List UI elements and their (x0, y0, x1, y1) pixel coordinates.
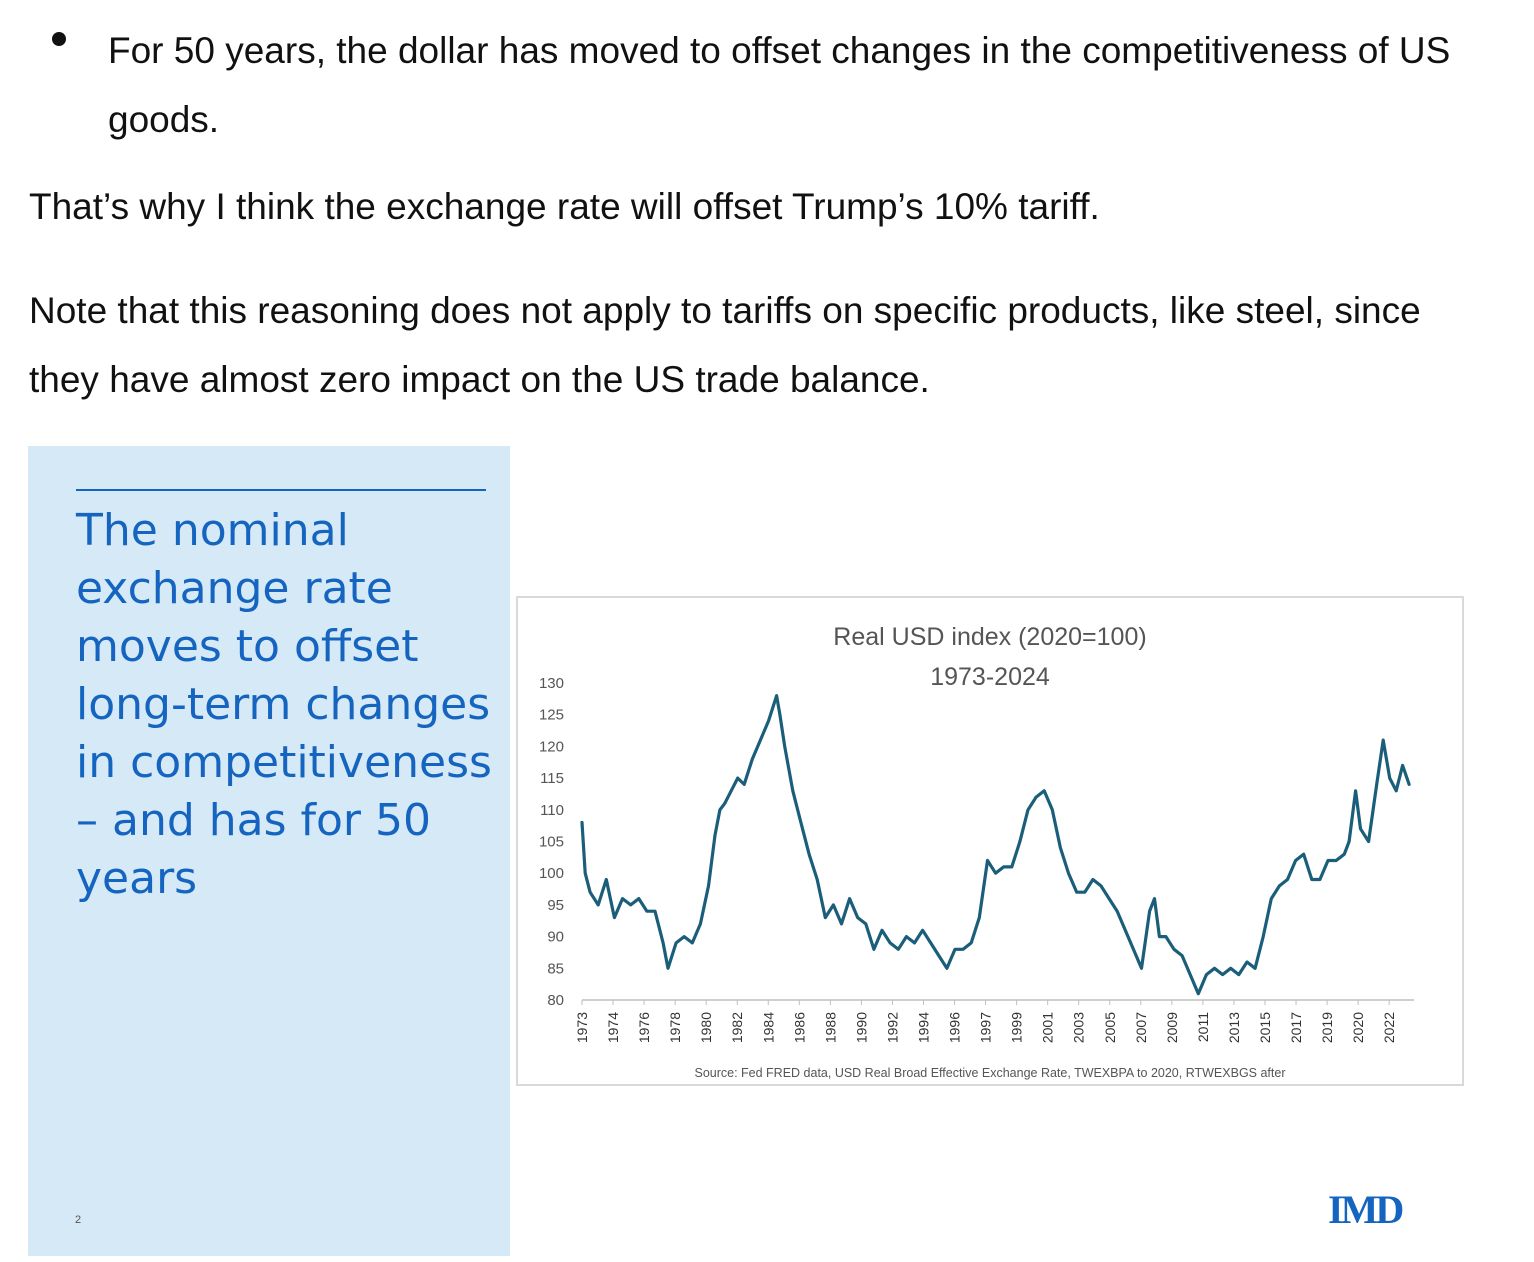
y-tick-label: 90 (547, 929, 564, 946)
y-tick-label: 85 (547, 960, 564, 977)
y-tick-label: 95 (547, 897, 564, 914)
x-tick-label: 2017 (1288, 1012, 1304, 1043)
x-tick-label: 2011 (1195, 1012, 1211, 1042)
x-tick-label: 1986 (791, 1012, 807, 1043)
x-tick-label: 2013 (1226, 1012, 1242, 1043)
x-tick-label: 2009 (1164, 1012, 1180, 1043)
y-tick-label: 105 (539, 834, 564, 851)
x-tick-label: 1994 (915, 1012, 931, 1043)
slide-page-number: 2 (75, 1214, 82, 1226)
x-tick-label: 2015 (1257, 1012, 1273, 1043)
x-tick-label: 1997 (978, 1012, 994, 1043)
x-tick-label: 2019 (1319, 1012, 1335, 1043)
slide-image: The nominal exchange rate moves to offse… (28, 446, 1508, 1256)
slide-side-panel: The nominal exchange rate moves to offse… (28, 446, 510, 1256)
x-tick-label: 1973 (574, 1012, 590, 1043)
x-tick-label: 1996 (947, 1012, 963, 1043)
series-line-0 (580, 694, 1411, 996)
x-tick-label: 2003 (1071, 1012, 1087, 1043)
x-tick-label: 1984 (760, 1012, 776, 1043)
x-tick-label: 2007 (1133, 1012, 1149, 1043)
y-tick-label: 130 (539, 675, 564, 692)
x-tick-label: 1988 (822, 1012, 838, 1043)
chart-title: Real USD index (2020=100) (833, 623, 1146, 651)
x-tick-label: 1982 (729, 1012, 745, 1043)
y-tick-label: 120 (539, 738, 564, 755)
imd-logo: IMD (1328, 1187, 1404, 1232)
y-tick-label: 80 (547, 992, 564, 1009)
y-tick-label: 125 (539, 707, 564, 724)
x-tick-label: 2020 (1350, 1012, 1366, 1043)
y-tick-label: 100 (539, 865, 564, 882)
chart-subtitle: 1973-2024 (930, 663, 1050, 691)
paragraph-specific-products: Note that this reasoning does not apply … (29, 290, 1421, 400)
bullet-dot-icon (52, 32, 66, 46)
y-tick-label: 115 (540, 770, 564, 787)
x-tick-label: 1992 (884, 1012, 900, 1043)
usd-index-chart: Real USD index (2020=100) 1973-2024 Sour… (539, 623, 1414, 1080)
x-tick-label: 2022 (1381, 1012, 1397, 1043)
slide-title: The nominal exchange rate moves to offse… (76, 505, 492, 904)
x-tick-label: 1999 (1009, 1012, 1025, 1043)
chart-source: Source: Fed FRED data, USD Real Broad Ef… (694, 1066, 1285, 1080)
y-tick-label: 110 (540, 802, 564, 819)
x-tick-label: 1990 (853, 1012, 869, 1043)
paragraph-tariff-offset: That’s why I think the exchange rate wil… (29, 186, 1100, 227)
x-tick-label: 1974 (605, 1012, 621, 1043)
x-tick-label: 1978 (667, 1012, 683, 1043)
bullet-text: For 50 years, the dollar has moved to of… (108, 30, 1451, 140)
x-tick-label: 1976 (636, 1012, 652, 1043)
x-tick-label: 2005 (1102, 1012, 1118, 1043)
x-tick-label: 1980 (698, 1012, 714, 1043)
chart-frame: Real USD index (2020=100) 1973-2024 Sour… (516, 596, 1464, 1086)
x-tick-label: 2001 (1040, 1012, 1056, 1043)
title-rule (76, 489, 486, 491)
